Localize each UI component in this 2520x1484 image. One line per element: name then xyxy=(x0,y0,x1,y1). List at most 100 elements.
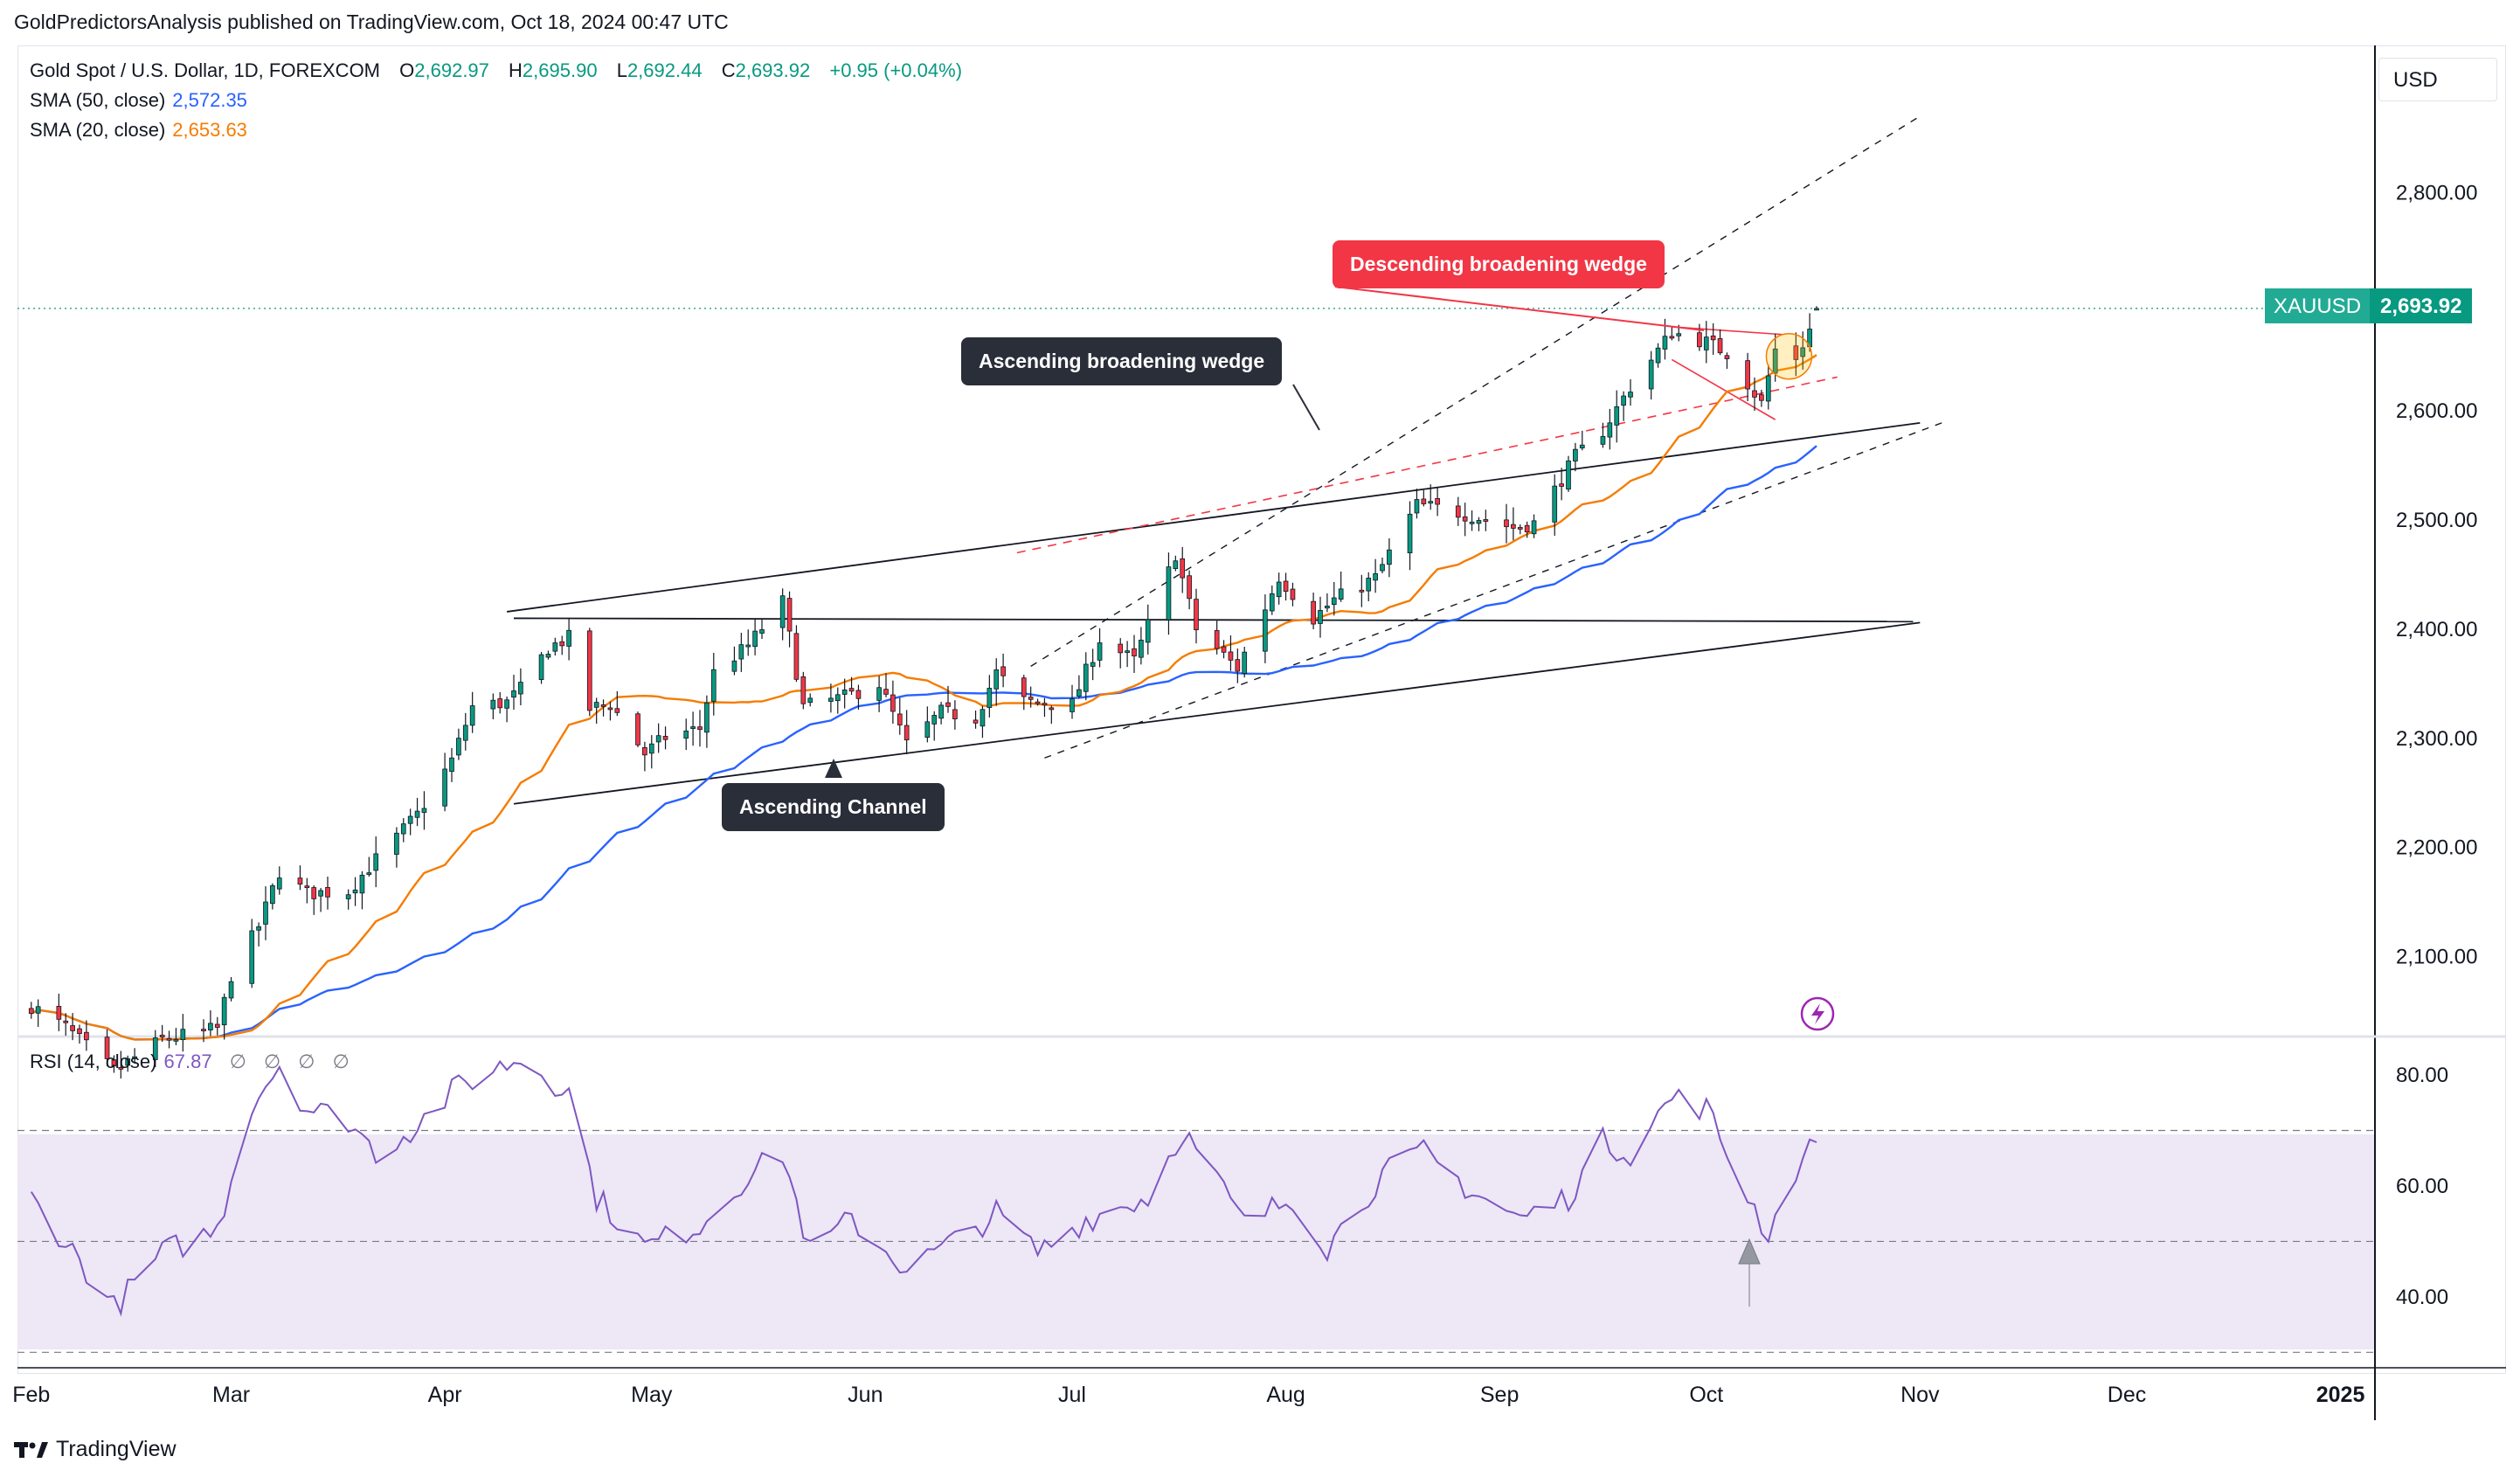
price-axis[interactable]: 2,100.00 2,200.00 2,300.00 2,400.00 2,500.00… xyxy=(2396,181,2477,968)
candle-body xyxy=(449,757,454,773)
candle-body xyxy=(1049,707,1055,711)
red-dashed-line xyxy=(1016,376,1838,554)
candle-body xyxy=(214,1023,220,1028)
candle-body xyxy=(1607,422,1613,438)
candle-body xyxy=(1793,345,1799,360)
channel-upper-line xyxy=(513,617,1914,623)
time-tick-label: Mar xyxy=(212,1383,250,1407)
candle-body xyxy=(414,810,420,818)
candle-body xyxy=(655,735,661,743)
currency-button[interactable]: USD xyxy=(2378,58,2497,101)
candle-body xyxy=(1462,516,1468,522)
candle-body xyxy=(442,768,447,807)
rsi-legend[interactable]: RSI (14, close) 67.87 ∅ ∅ ∅ ∅ xyxy=(30,1051,350,1073)
ohlc-legend: Gold Spot / U.S. Dollar, 1D, FOREXCOM O2… xyxy=(30,59,962,82)
candle-body xyxy=(1428,501,1434,504)
candle-body xyxy=(1703,336,1709,350)
candle-body xyxy=(1407,513,1413,554)
desc-wedge-bottom-line xyxy=(1671,358,1776,420)
candle-body xyxy=(1469,521,1475,524)
breakout-circle xyxy=(1765,332,1813,380)
candle-body xyxy=(1276,581,1282,598)
candle-body xyxy=(738,644,744,660)
candle-body xyxy=(980,709,986,727)
time-tick-label: Dec xyxy=(2108,1383,2146,1407)
candle-body xyxy=(704,702,710,733)
candle-body xyxy=(759,629,765,634)
candle-body xyxy=(566,629,571,647)
ascending-channel-callout[interactable]: Ascending Channel xyxy=(722,783,945,831)
candle-body xyxy=(1242,651,1248,675)
candle-body xyxy=(1090,662,1096,667)
sma50-legend[interactable]: SMA (50, close) 2,572.35 xyxy=(30,89,247,112)
candle-body xyxy=(973,719,979,724)
candle-body xyxy=(1648,359,1654,390)
high-value: 2,695.90 xyxy=(522,59,598,81)
candle-body xyxy=(325,887,330,898)
candle-body xyxy=(1662,336,1668,350)
candle-body xyxy=(1221,646,1227,653)
candle-body xyxy=(249,930,255,984)
candle-body xyxy=(938,704,944,719)
candle-body xyxy=(304,885,310,889)
sma20-value: 2,653.63 xyxy=(172,119,247,141)
candle-body xyxy=(1511,524,1516,529)
candle-body xyxy=(28,1008,34,1014)
trend-lines[interactable] xyxy=(17,115,2375,805)
ascending-wedge-callout[interactable]: Ascending broadening wedge xyxy=(961,337,1283,385)
time-tick-label: Jun xyxy=(848,1383,883,1407)
price-tag-value: 2,693.92 xyxy=(2370,288,2473,323)
candle-body xyxy=(256,926,261,931)
low-value: 2,692.44 xyxy=(627,59,703,81)
chart-frame[interactable] xyxy=(17,45,2506,1374)
candle-body xyxy=(1579,444,1585,448)
candle-body xyxy=(855,690,862,699)
candle-body xyxy=(1483,519,1489,522)
candle-body xyxy=(1697,332,1702,348)
candle-body xyxy=(1800,347,1806,357)
candle-body xyxy=(159,1034,165,1038)
tradingview-logo[interactable]: TradingView xyxy=(14,1437,177,1462)
candle-body xyxy=(890,694,896,712)
candle-body xyxy=(1414,499,1420,514)
candle-body xyxy=(1228,651,1234,661)
candle-body xyxy=(1772,348,1778,374)
candle-body xyxy=(648,743,654,754)
rsi-tick-label: 80.00 xyxy=(2396,1064,2448,1087)
candle-body xyxy=(1077,689,1082,697)
candle-body xyxy=(228,981,234,999)
candle-body xyxy=(111,1059,117,1067)
descending-wedge-callout[interactable]: Descending broadening wedge xyxy=(1333,240,1665,288)
candle-body xyxy=(710,669,717,702)
candle-body xyxy=(1125,650,1130,654)
rsi-label: RSI (14, close) xyxy=(30,1051,157,1072)
publisher-line: GoldPredictorsAnalysis published on Trad… xyxy=(14,10,729,33)
candle-body xyxy=(931,715,938,725)
candle-body xyxy=(497,698,503,709)
rsi-axis[interactable]: 40.00 60.00 80.00 xyxy=(2396,1064,2448,1309)
candle-body xyxy=(1180,558,1186,579)
time-tick-label: Apr xyxy=(428,1383,462,1407)
sma20-legend[interactable]: SMA (20, close) 2,653.63 xyxy=(30,119,247,142)
tradingview-brand: TradingView xyxy=(56,1437,177,1461)
candle-body xyxy=(1035,701,1041,704)
candle-body xyxy=(945,702,951,707)
time-tick-label: 2025 xyxy=(2316,1383,2365,1407)
time-axis[interactable]: Feb Mar Apr May Jun Jul Aug Sep Oct Nov Dec 2025 xyxy=(12,1383,2364,1407)
candle-body xyxy=(1000,666,1006,676)
candle-body xyxy=(1655,347,1661,364)
candle-body xyxy=(63,1020,69,1023)
candle-body xyxy=(1311,600,1316,625)
candle-body xyxy=(1235,659,1241,672)
candle-body xyxy=(1380,564,1385,572)
candle-body xyxy=(876,687,882,701)
candle-body xyxy=(903,725,910,741)
candle-body xyxy=(1476,520,1482,524)
candle-body xyxy=(1214,630,1220,649)
close-value: 2,693.92 xyxy=(735,59,811,81)
candle-body xyxy=(366,872,372,876)
channel-lower-line xyxy=(513,621,1921,805)
candle-body xyxy=(1373,572,1378,581)
rsi-tick-label: 40.00 xyxy=(2396,1286,2448,1309)
